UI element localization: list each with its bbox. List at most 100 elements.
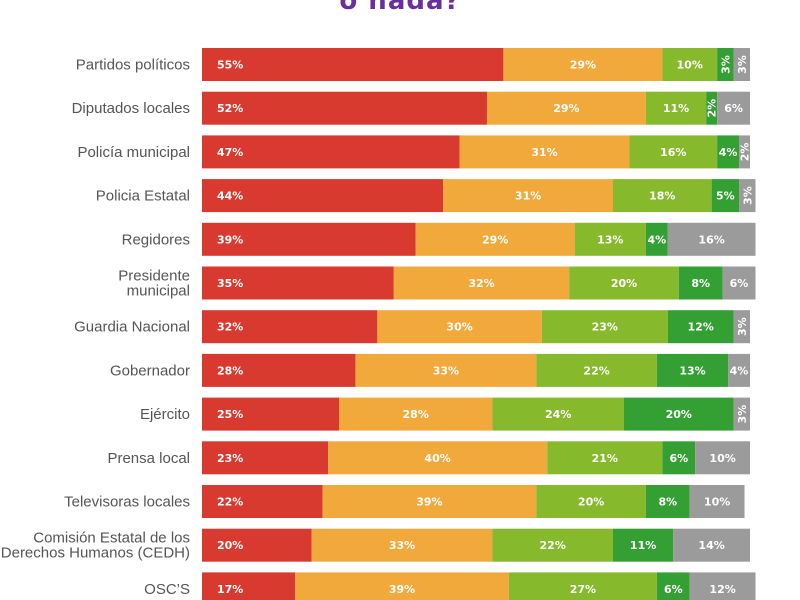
- bar-segment-5: [667, 222, 756, 256]
- data-label: 3%: [719, 55, 732, 74]
- category-label: Policia Estatal: [96, 188, 190, 205]
- bar-segment-3: [645, 91, 707, 125]
- data-label: 6%: [664, 583, 683, 596]
- bar-segment-1: [202, 222, 416, 256]
- data-label: 40%: [424, 452, 450, 465]
- bar-segment-2: [355, 353, 537, 387]
- bar-segment-4: [717, 135, 740, 169]
- bar-segment-2: [443, 179, 613, 213]
- bar-segment-4: [706, 91, 718, 125]
- bar-segment-4: [645, 485, 690, 518]
- data-label: 16%: [698, 233, 724, 246]
- data-label: 22%: [583, 364, 609, 377]
- data-label: 52%: [217, 102, 243, 115]
- bar-segment-2: [486, 91, 646, 125]
- data-label: 12%: [709, 583, 735, 596]
- data-label: 11%: [663, 102, 689, 115]
- data-label: 4%: [730, 364, 749, 377]
- data-label: 8%: [658, 496, 677, 509]
- data-label: 28%: [217, 364, 243, 377]
- data-label: 27%: [570, 583, 596, 596]
- bar-segment-1: [202, 91, 487, 125]
- bar-segment-1: [202, 179, 444, 213]
- data-label: 6%: [724, 102, 743, 115]
- data-label: 39%: [217, 233, 243, 246]
- data-label: 22%: [217, 496, 243, 509]
- data-label: 4%: [647, 233, 666, 246]
- bar-segment-1: [202, 135, 460, 169]
- category-label: OSC’S: [144, 581, 190, 598]
- data-label: 55%: [217, 59, 243, 72]
- bar-segment-1: [202, 485, 323, 518]
- category-label: Diputados locales: [72, 100, 190, 117]
- bar-segment-3: [541, 310, 668, 344]
- bar-segment-5: [695, 441, 750, 475]
- bar-segment-2: [377, 310, 542, 344]
- data-label: 16%: [660, 146, 686, 159]
- bar-segment-2: [311, 528, 493, 562]
- data-label: 10%: [709, 452, 735, 465]
- bar-segment-4: [662, 441, 696, 475]
- bar-segment-3: [574, 222, 646, 256]
- data-label: 10%: [677, 59, 703, 72]
- data-label: 8%: [691, 277, 710, 290]
- data-label: 20%: [217, 539, 243, 552]
- data-label: 13%: [679, 364, 705, 377]
- category-label: Prensa local: [107, 450, 190, 467]
- category-label: Comisión Estatal de los Derechos Humanos …: [1, 530, 190, 562]
- data-label: 20%: [578, 496, 604, 509]
- bar-segment-3: [536, 485, 646, 518]
- data-label: 47%: [217, 146, 243, 159]
- bar-segment-2: [503, 48, 663, 81]
- bar-segment-5: [739, 179, 756, 213]
- bar-segment-4: [613, 528, 674, 562]
- data-label: 6%: [730, 277, 749, 290]
- bar-segment-3: [547, 441, 663, 475]
- data-label: 4%: [719, 146, 738, 159]
- bar-segment-4: [678, 266, 723, 300]
- data-label: 10%: [704, 496, 730, 509]
- data-label: 23%: [592, 321, 618, 334]
- bar-segment-5: [739, 135, 750, 169]
- data-label: 33%: [389, 539, 415, 552]
- data-label: 31%: [515, 190, 541, 203]
- bar-segment-3: [508, 572, 657, 600]
- bar-segment-1: [202, 353, 356, 387]
- bar-segment-3: [492, 397, 624, 431]
- bar-segment-1: [202, 266, 394, 300]
- data-label: 6%: [669, 452, 688, 465]
- bar-segment-2: [415, 222, 575, 256]
- data-label: 3%: [736, 317, 749, 336]
- data-label: 31%: [531, 146, 557, 159]
- bar-segment-2: [339, 397, 493, 431]
- bar-segment-1: [202, 572, 296, 600]
- bar-segment-5: [689, 485, 745, 518]
- data-label: 11%: [630, 539, 656, 552]
- data-label: 24%: [545, 408, 571, 421]
- bar-segment-5: [717, 91, 750, 125]
- bar-segment-2: [459, 135, 630, 169]
- bar-segment-1: [202, 397, 339, 431]
- data-label: 30%: [446, 321, 472, 334]
- bar-segment-1: [202, 441, 329, 475]
- category-label: Regidores: [122, 231, 190, 248]
- bar-segment-1: [202, 310, 378, 344]
- bar-segment-5: [733, 310, 750, 344]
- bar-segment-4: [656, 353, 729, 387]
- data-label: 23%: [217, 452, 243, 465]
- bar-segment-5: [722, 266, 756, 300]
- data-label: 22%: [540, 539, 566, 552]
- bar-segment-4: [623, 397, 734, 431]
- data-label: 2%: [706, 99, 719, 118]
- data-label: 14%: [698, 539, 724, 552]
- bar-segment-4: [717, 48, 734, 81]
- data-label: 5%: [716, 190, 735, 203]
- bar-segment-3: [613, 179, 712, 213]
- data-label: 29%: [482, 233, 508, 246]
- bar-segment-3: [569, 266, 679, 300]
- bar-segment-5: [689, 572, 756, 600]
- data-label: 28%: [403, 408, 429, 421]
- data-label: 18%: [649, 190, 675, 203]
- data-label: 3%: [736, 55, 749, 74]
- data-label: 29%: [553, 102, 579, 115]
